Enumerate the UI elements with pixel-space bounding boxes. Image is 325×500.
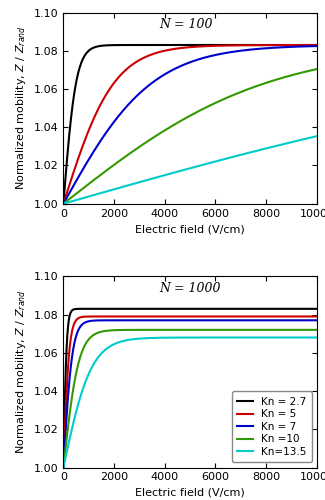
X-axis label: Electric field (V/cm): Electric field (V/cm) [135, 488, 245, 498]
Y-axis label: Normalized mobility, $Z$ / $Z_{rand}$: Normalized mobility, $Z$ / $Z_{rand}$ [14, 290, 28, 454]
X-axis label: Electric field (V/cm): Electric field (V/cm) [135, 224, 245, 234]
Text: N = 1000: N = 1000 [160, 282, 221, 295]
Y-axis label: Normalized mobility, $Z$ / $Z_{rand}$: Normalized mobility, $Z$ / $Z_{rand}$ [14, 26, 28, 190]
Legend: Kn = 2.7, Kn = 5, Kn = 7, Kn =10, Kn=13.5: Kn = 2.7, Kn = 5, Kn = 7, Kn =10, Kn=13.… [232, 392, 312, 462]
Text: N = 100: N = 100 [160, 18, 213, 31]
